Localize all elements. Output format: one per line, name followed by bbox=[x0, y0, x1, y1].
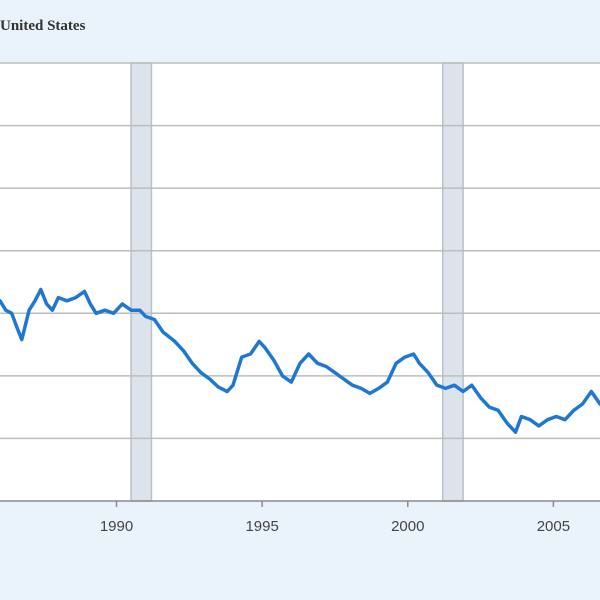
recession-bands bbox=[130, 62, 464, 502]
series-layer bbox=[0, 287, 600, 434]
x-tick-label: 2000 bbox=[391, 518, 424, 535]
x-tick-label: 2005 bbox=[537, 518, 570, 535]
chart-title: United States bbox=[0, 18, 86, 34]
plot-background bbox=[0, 63, 600, 501]
series-line-1 bbox=[0, 287, 600, 434]
recession-band-2 bbox=[441, 62, 464, 502]
recession-band-1 bbox=[130, 62, 153, 502]
x-ticks: 1990 1995 2000 2005 bbox=[100, 501, 570, 535]
x-tick-label: 1990 bbox=[100, 518, 133, 535]
x-tick-label: 1995 bbox=[245, 518, 278, 535]
